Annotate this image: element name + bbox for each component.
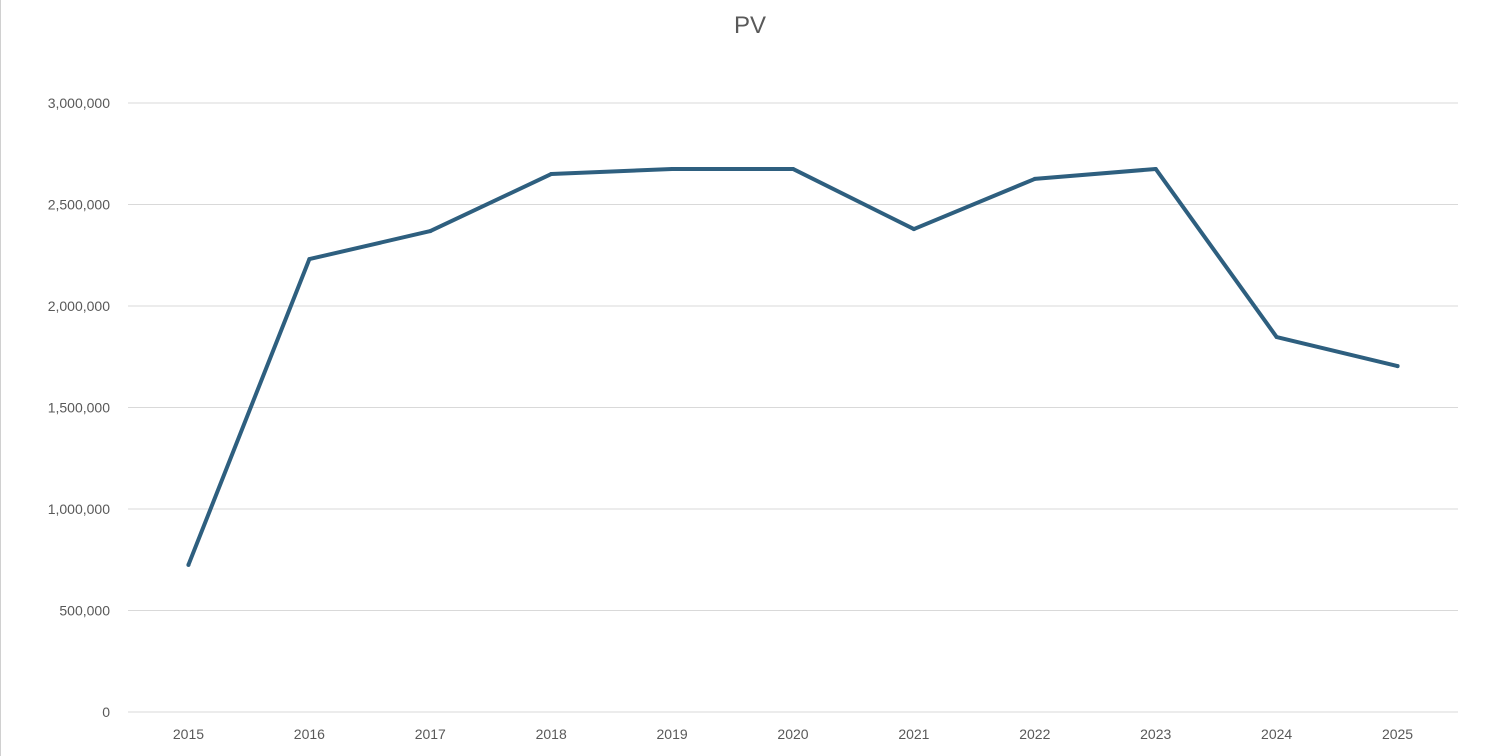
y-tick-label: 1,000,000 [48,501,110,517]
x-tick-label: 2023 [1140,726,1171,742]
x-tick-label: 2021 [898,726,929,742]
x-tick-label: 2016 [294,726,325,742]
data-point [1032,176,1037,181]
data-point [186,562,191,567]
y-tick-label: 500,000 [59,603,110,619]
y-tick-label: 1,500,000 [48,400,110,416]
y-tick-label: 2,000,000 [48,298,110,314]
data-point [1395,364,1400,369]
x-tick-label: 2015 [173,726,204,742]
data-point [670,166,675,171]
data-point [307,257,312,262]
y-tick-label: 2,500,000 [48,197,110,213]
series-line-pv [186,166,1400,567]
x-tick-label: 2025 [1382,726,1413,742]
chart-title: PV [733,12,766,39]
x-tick-label: 2024 [1261,726,1292,742]
x-tick-label: 2018 [536,726,567,742]
x-tick-label: 2022 [1019,726,1050,742]
data-point [911,227,916,232]
data-point [428,229,433,234]
y-tick-label: 3,000,000 [48,95,110,111]
x-tick-label: 2017 [415,726,446,742]
data-point [1153,166,1158,171]
x-tick-label: 2019 [657,726,688,742]
y-tick-label: 0 [102,704,110,720]
x-tick-label: 2020 [777,726,808,742]
data-point [1274,335,1279,340]
data-point [549,172,554,177]
data-point [791,166,795,171]
